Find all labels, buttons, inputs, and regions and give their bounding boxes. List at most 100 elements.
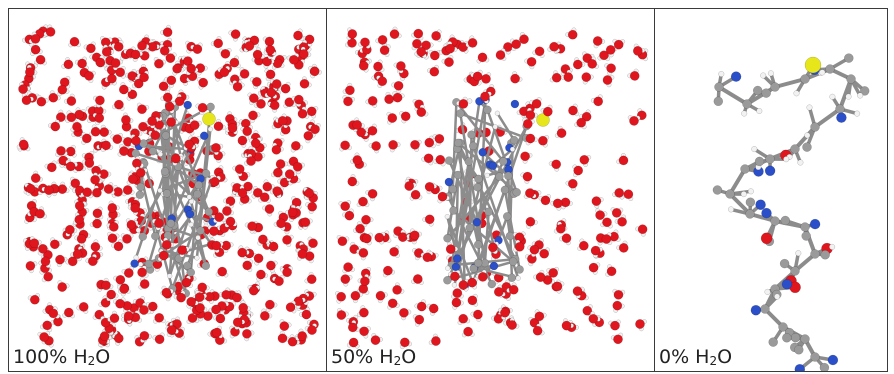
bond	[476, 98, 487, 265]
hydrogen-atom	[804, 132, 811, 139]
bond	[137, 105, 212, 148]
water-oxygen-atom	[234, 164, 245, 174]
hydrogen-atom	[845, 93, 852, 100]
bond	[728, 167, 747, 196]
water-oxygen-atom	[66, 96, 77, 106]
water-oxygen-atom	[591, 196, 602, 206]
water-oxygen-atom	[211, 304, 221, 315]
water-oxygen-atom	[525, 133, 536, 144]
water-oxygen-atom	[112, 134, 123, 144]
hydrogen-atom	[137, 261, 144, 268]
panel-caption: 0% H2O	[659, 346, 733, 368]
water-oxygen-atom	[592, 36, 603, 46]
water-oxygen-atom	[290, 140, 301, 151]
water-oxygen-atom	[271, 144, 282, 155]
bond	[773, 77, 807, 89]
water-oxygen-atom	[101, 47, 112, 57]
water-oxygen-atom	[370, 335, 381, 345]
carbon-atom	[163, 231, 173, 240]
water-oxygen-atom	[590, 245, 601, 256]
water-oxygen-atom	[197, 102, 208, 113]
water-oxygen-atom	[275, 159, 286, 169]
water-oxygen-atom	[262, 181, 273, 192]
water-oxygen-atom	[445, 244, 456, 254]
sulfur-atom	[202, 112, 216, 126]
water-oxygen-atom	[292, 161, 303, 172]
water-oxygen-atom	[538, 135, 548, 146]
water-oxygen-atom	[114, 99, 124, 110]
water-oxygen-atom	[209, 226, 219, 236]
water-oxygen-atom	[393, 80, 404, 91]
water-oxygen-atom	[352, 120, 363, 130]
molecular-scene	[334, 26, 649, 350]
water-oxygen-atom	[264, 204, 275, 214]
water-oxygen-atom	[602, 75, 613, 85]
water-oxygen-atom	[309, 66, 320, 77]
carbon-atom	[495, 172, 504, 181]
carbon-atom	[201, 169, 211, 178]
nitrogen-atom	[755, 199, 766, 210]
water-oxygen-atom	[36, 96, 47, 107]
water-oxygen-atom	[259, 311, 270, 321]
water-oxygen-atom	[38, 243, 48, 254]
water-oxygen-atom	[271, 79, 282, 89]
carbon-atom	[502, 212, 512, 221]
water-oxygen-atom	[87, 256, 98, 267]
water-oxygen-atom	[48, 92, 59, 103]
water-oxygen-atom	[578, 240, 589, 251]
water-oxygen-atom	[374, 232, 385, 243]
water-oxygen-atom	[358, 248, 369, 258]
water-oxygen-atom	[219, 67, 230, 78]
carbon-atom	[484, 207, 493, 217]
water-oxygen-atom	[147, 116, 157, 126]
water-oxygen-atom	[189, 120, 200, 130]
carbon-atom	[183, 261, 192, 270]
water-oxygen-atom	[115, 67, 126, 78]
carbon-atom	[780, 215, 791, 226]
carbon-atom	[162, 189, 172, 198]
carbon-atom	[136, 182, 145, 192]
water-oxygen-atom	[613, 334, 623, 345]
water-oxygen-atom	[122, 185, 133, 195]
water-oxygen-atom	[422, 252, 433, 263]
water-oxygen-atom	[540, 195, 551, 206]
water-oxygen-atom	[43, 271, 54, 282]
water-oxygen-atom	[522, 171, 533, 182]
water-oxygen-atom	[429, 50, 440, 61]
water-oxygen-atom	[343, 262, 353, 272]
water-oxygen-atom	[340, 201, 351, 212]
water-oxygen-atom	[355, 223, 365, 234]
water-oxygen-atom	[108, 222, 119, 232]
water-oxygen-atom	[211, 240, 222, 251]
water-oxygen-atom	[69, 36, 80, 47]
hydrogen-atom	[195, 235, 201, 241]
carbon-atom	[500, 185, 510, 195]
water-oxygen-atom	[410, 189, 421, 200]
water-oxygen-atom	[225, 216, 236, 227]
water-oxygen-atom	[361, 233, 372, 244]
water-oxygen-atom	[500, 307, 510, 318]
water-oxygen-atom	[72, 249, 83, 259]
water-oxygen-atom	[154, 218, 164, 229]
water-oxygen-atom	[246, 156, 256, 166]
water-oxygen-atom	[122, 234, 132, 244]
water-oxygen-atom	[181, 277, 192, 288]
carbon-atom	[474, 174, 483, 184]
water-oxygen-atom	[359, 326, 369, 337]
water-oxygen-atom	[66, 112, 77, 123]
water-oxygen-atom	[421, 40, 431, 51]
molecular-scene	[16, 24, 322, 348]
water-oxygen-atom	[347, 322, 358, 333]
water-oxygen-atom	[90, 241, 101, 252]
water-oxygen-atom	[137, 40, 147, 51]
water-oxygen-atom	[637, 224, 648, 235]
panel-caption: 100% H2O	[13, 346, 111, 368]
water-oxygen-atom	[601, 234, 612, 244]
water-oxygen-atom	[229, 57, 240, 68]
hydrogen-atom	[188, 221, 194, 228]
carbon-atom	[515, 265, 524, 274]
water-oxygen-atom	[279, 321, 290, 331]
water-oxygen-atom	[588, 313, 599, 324]
water-oxygen-atom	[534, 46, 545, 57]
bond	[459, 112, 487, 265]
